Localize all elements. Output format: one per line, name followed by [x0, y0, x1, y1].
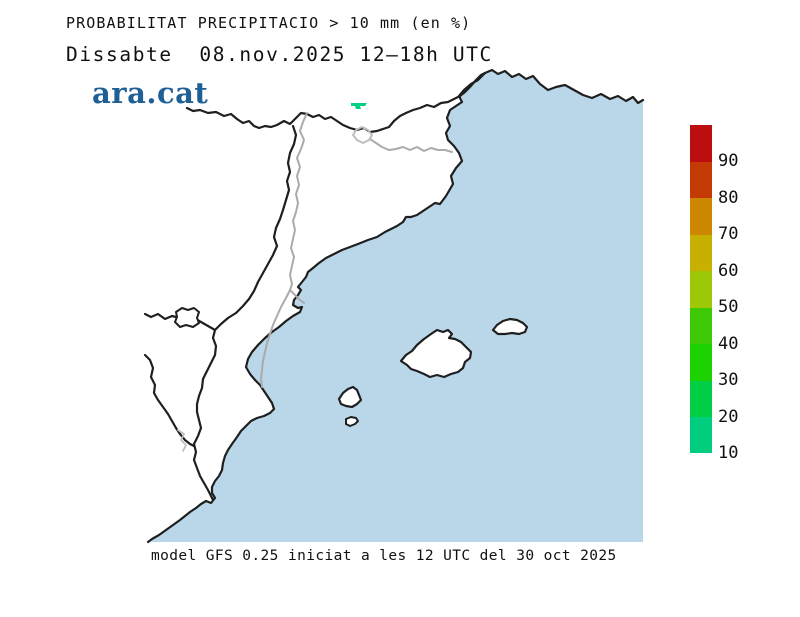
- colorbar-tick-label: 60: [718, 260, 739, 281]
- colorbar-tick-label: 30: [718, 370, 739, 391]
- map-title: PROBABILITAT PRECIPITACIO > 10 mm (en %): [66, 14, 472, 32]
- island-mallorca: [399, 328, 473, 379]
- model-run-caption: model GFS 0.25 iniciat a les 12 UTC del …: [151, 548, 617, 564]
- enclave-outline: [174, 307, 200, 328]
- province-border-girona: [369, 138, 453, 153]
- colorbar-segment: [690, 270, 712, 308]
- colorbar-tick-label: 10: [718, 443, 739, 463]
- colorbar-segment: [690, 234, 712, 272]
- colorbar-segment: [690, 343, 712, 381]
- colorbar-tick-label: 70: [718, 224, 739, 245]
- sea-area: [148, 70, 643, 542]
- coastal-gray-border: [177, 429, 187, 452]
- llivia-enclave-outline: [352, 126, 373, 144]
- coastline: [146, 71, 487, 544]
- island-ibiza: [337, 385, 363, 409]
- colorbar-labels: 10 20 30 40 50 60 70 80 90: [718, 125, 758, 463]
- colorbar-tick-label: 80: [718, 187, 739, 208]
- island-menorca: [491, 317, 529, 336]
- island-formentera: [345, 416, 359, 427]
- colorbar-tick-label: 20: [718, 406, 739, 427]
- precip-probability-spot: [351, 103, 367, 109]
- province-border-south: [260, 289, 291, 388]
- colorbar-segment: [690, 161, 712, 199]
- colorbar-tick-label: 40: [718, 333, 739, 354]
- map-subtitle: Dissabte 08.nov.2025 12—18h UTC: [66, 43, 493, 66]
- colorbar-segment: [690, 197, 712, 235]
- pyrenees-border: [185, 71, 487, 134]
- colorbar-segment: [690, 125, 712, 162]
- colorbar-segment: [690, 380, 712, 418]
- colorbar-segment: [690, 416, 712, 454]
- colorbar-segment: [690, 307, 712, 345]
- colorbar: [690, 125, 712, 454]
- colorbar-tick-label: 50: [718, 297, 739, 318]
- castilla-border: [143, 353, 196, 448]
- ara-cat-logo: ara.cat: [92, 76, 209, 110]
- colorbar-tick-label: 90: [718, 151, 739, 172]
- province-border-west: [289, 112, 308, 304]
- french-coastline: [483, 68, 645, 105]
